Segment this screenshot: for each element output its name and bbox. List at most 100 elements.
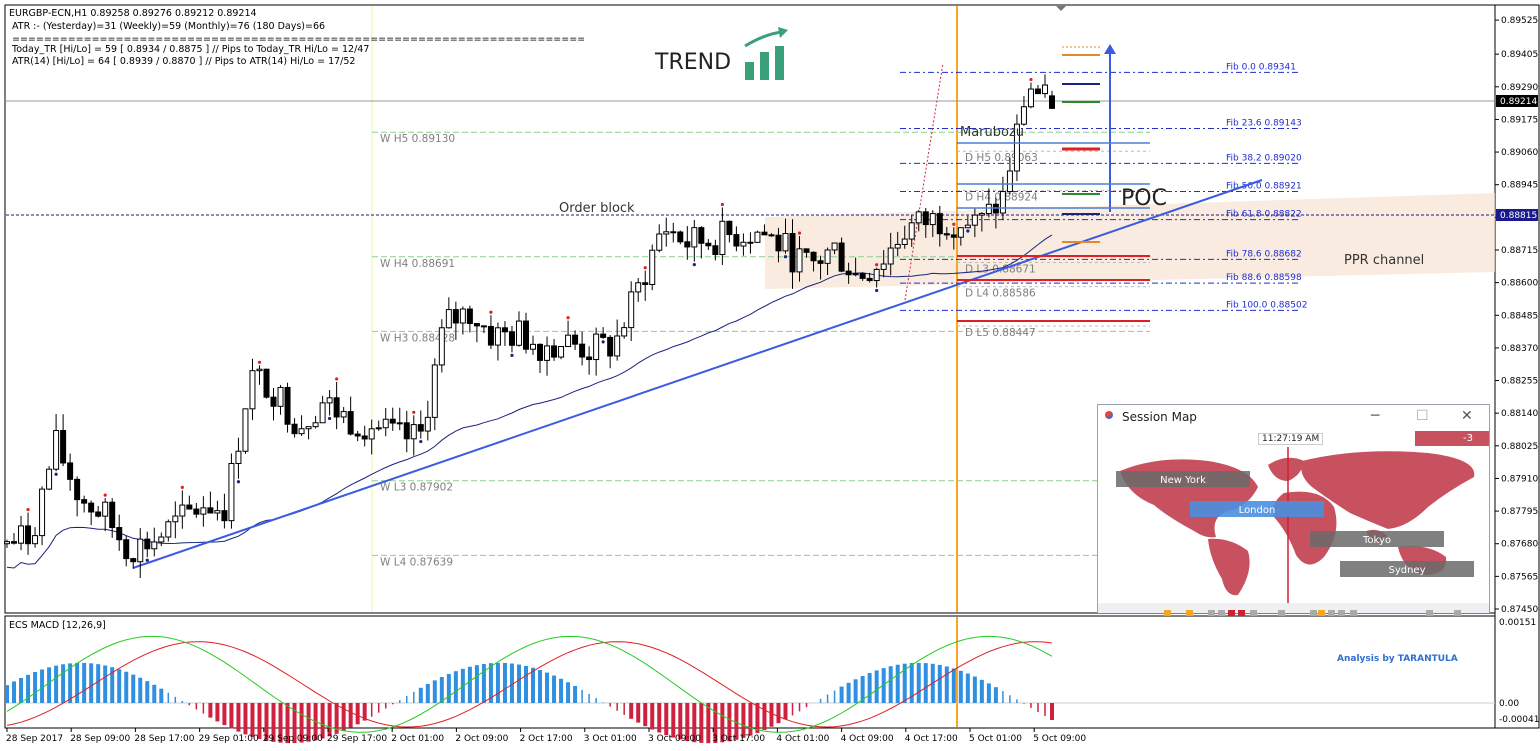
candle-body	[628, 291, 635, 329]
minimize-button[interactable]: ─	[1371, 408, 1380, 424]
time-tick-label: 28 Sep 2017	[6, 734, 63, 744]
price-tick-label: 0.88025	[1501, 442, 1538, 452]
candle-body	[880, 263, 887, 270]
time-tick-label: 28 Sep 17:00	[134, 734, 194, 744]
candle-body	[452, 309, 459, 324]
candle-body	[964, 224, 971, 229]
candle-body	[67, 462, 74, 480]
candle-body	[873, 268, 880, 282]
time-tick-label: 2 Oct 09:00	[455, 734, 508, 744]
time-tick-label: 3 Oct 01:00	[584, 734, 637, 744]
fractal-down-marker	[236, 480, 241, 484]
candle-body	[172, 515, 179, 523]
shift-marker[interactable]	[1056, 6, 1066, 11]
candle-body	[579, 343, 586, 358]
candle-body	[158, 536, 165, 543]
fractal-up-marker	[489, 310, 493, 314]
fib-anchor-line	[904, 62, 944, 301]
candlestick-series	[4, 74, 1055, 578]
candle-body	[544, 345, 551, 361]
candle-body	[782, 233, 789, 252]
fractal-down-marker	[601, 340, 605, 344]
session-map-title: Session Map	[1122, 410, 1197, 424]
candle-body	[137, 538, 144, 563]
candle-body	[565, 334, 572, 348]
candle-body	[116, 527, 123, 541]
candle-body	[1006, 170, 1013, 193]
candle-body	[494, 327, 501, 346]
candle-body	[74, 478, 81, 501]
candle-body	[319, 402, 326, 424]
session-map-window[interactable]: Session Map ─ ☐ ✕ -3 New York London Tok…	[1097, 404, 1490, 616]
macd-axis-bottom: -0.000418	[1499, 715, 1540, 725]
session-map-header[interactable]: Session Map ─ ☐ ✕	[1098, 405, 1489, 431]
candle-body	[852, 273, 859, 276]
time-tick-label: 29 Sep 01:00	[199, 734, 259, 744]
candle-body	[46, 468, 53, 490]
fractal-up-marker	[643, 266, 647, 270]
candle-body	[803, 248, 810, 253]
candle-body	[796, 248, 803, 273]
fractal-down-marker	[419, 439, 423, 444]
candle-body	[957, 227, 964, 238]
candle-body	[586, 356, 593, 361]
candle-body	[375, 427, 382, 430]
candle-body	[908, 222, 915, 240]
price-axis-frame	[1494, 4, 1540, 729]
candle-body	[214, 510, 221, 514]
fib-level-label: Fib 61.8 0.88822	[1226, 210, 1302, 220]
candle-body	[312, 422, 319, 428]
candle-body	[740, 241, 747, 247]
candle-body	[1020, 106, 1027, 125]
fractal-up-marker	[952, 222, 956, 226]
candle-body	[228, 462, 235, 522]
weekly-level-label: W L4 0.87639	[380, 556, 453, 568]
candle-body	[761, 231, 768, 236]
ppr-channel-band	[765, 193, 1495, 289]
close-button[interactable]: ✕	[1461, 408, 1473, 424]
candle-body	[950, 234, 957, 238]
fractal-up-marker	[1029, 77, 1033, 82]
candle-body	[249, 370, 256, 410]
fractal-down-marker	[692, 263, 696, 267]
candle-body	[179, 504, 186, 517]
fib-level-label: Fib 23.6 0.89143	[1226, 119, 1302, 129]
candle-body	[270, 396, 277, 407]
price-tick-label: 0.88485	[1501, 311, 1538, 321]
candle-body	[810, 251, 817, 262]
fib-level-label: Fib 78.6 0.88682	[1226, 249, 1302, 259]
price-tick-label: 0.87450	[1501, 605, 1538, 615]
current-price-tag	[1496, 95, 1538, 107]
trend-line[interactable]	[132, 179, 1263, 569]
marked-price-value: 0.88815	[1500, 211, 1537, 221]
weekly-pivot-levels: W H5 0.89130 W H4 0.88691 W H3 0.88428 W L3…	[372, 131, 1150, 568]
candle-body	[726, 220, 733, 236]
macd-histogram	[5, 662, 1054, 744]
price-tick-label: 0.87795	[1501, 507, 1538, 517]
candle-body	[53, 430, 60, 470]
fractal-down-marker	[966, 229, 970, 233]
fractal-up-marker	[180, 485, 184, 490]
svg-text:Tokyo: Tokyo	[1362, 535, 1391, 546]
fractal-down-marker	[875, 288, 879, 293]
time-tick-label: 28 Sep 09:00	[70, 734, 130, 744]
candle-body	[719, 220, 726, 256]
fractal-up-marker	[257, 360, 262, 364]
candle-body	[277, 386, 284, 407]
candle-body	[691, 227, 698, 248]
maximize-button[interactable]: ☐	[1416, 408, 1429, 424]
candle-body	[656, 233, 663, 251]
candle-body	[123, 539, 130, 560]
session-clock: 11:27:19 AM	[1258, 433, 1324, 445]
candle-body	[102, 501, 109, 517]
trend-label: TREND	[654, 50, 731, 75]
candle-body	[186, 504, 193, 510]
candle-body	[978, 213, 985, 216]
candle-body	[635, 282, 642, 293]
daily-level-label: D L4 0.88586	[965, 288, 1036, 300]
analysis-credit: Analysis by TARANTULA	[1337, 654, 1458, 664]
candle-body	[698, 227, 705, 244]
fib-level-label: Fib 38.2 0.89020	[1226, 153, 1302, 163]
candle-body	[515, 320, 522, 346]
